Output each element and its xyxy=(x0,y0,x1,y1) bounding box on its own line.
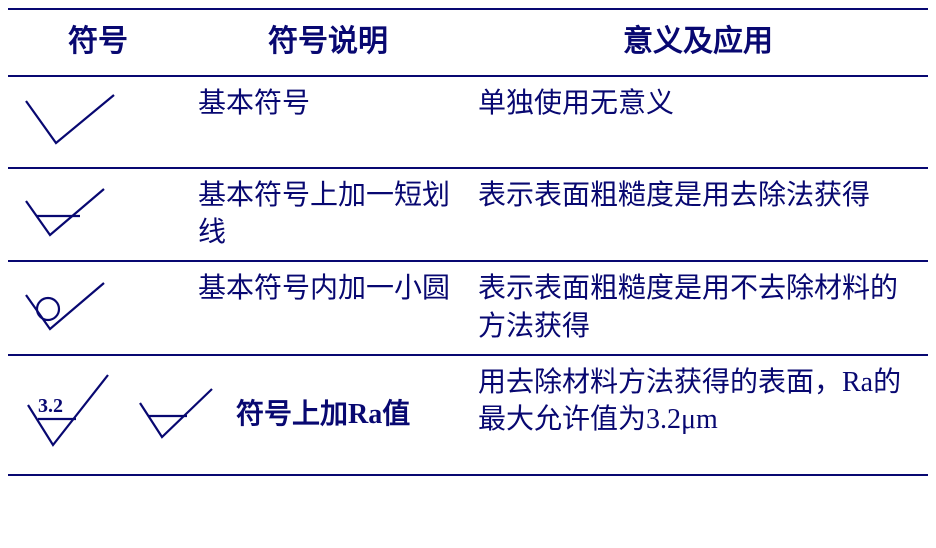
meaning-cell: 表示表面粗糙度是用不去除材料的方法获得 xyxy=(468,261,928,355)
ra-value-symbol-icon: 3.2 xyxy=(18,367,118,462)
ra-desc-label: 符号上加Ra值 xyxy=(236,396,410,434)
surface-roughness-symbol-table: 符号 符号说明 意义及应用 基本符号 单独使用无意义 基本符号上加一短划线 表示… xyxy=(8,8,928,476)
table-header-row: 符号 符号说明 意义及应用 xyxy=(8,9,928,76)
removal-symbol-icon xyxy=(18,179,128,249)
meaning-cell: 用去除材料方法获得的表面，Ra的最大允许值为3.2μm xyxy=(468,355,928,475)
ra-value-text: 3.2 xyxy=(38,395,63,417)
symbol-cell-basic xyxy=(8,76,188,168)
meaning-cell: 单独使用无意义 xyxy=(468,76,928,168)
basic-symbol-icon xyxy=(18,87,128,157)
header-meaning: 意义及应用 xyxy=(468,9,928,76)
symbol-cell-ra: 3.2 符号上加Ra值 xyxy=(8,355,468,475)
desc-cell: 基本符号内加一小圆 xyxy=(188,261,468,355)
header-symbol: 符号 xyxy=(8,9,188,76)
desc-cell: 基本符号 xyxy=(188,76,468,168)
desc-cell: 基本符号上加一短划线 xyxy=(188,168,468,262)
noremoval-symbol-icon xyxy=(18,273,128,343)
table-row: 基本符号内加一小圆 表示表面粗糙度是用不去除材料的方法获得 xyxy=(8,261,928,355)
table-row: 基本符号上加一短划线 表示表面粗糙度是用去除法获得 xyxy=(8,168,928,262)
symbol-cell-removal xyxy=(8,168,188,262)
meaning-cell: 表示表面粗糙度是用去除法获得 xyxy=(468,168,928,262)
symbol-cell-noremoval xyxy=(8,261,188,355)
header-desc: 符号说明 xyxy=(188,9,468,76)
table-row: 基本符号 单独使用无意义 xyxy=(8,76,928,168)
removal-symbol-icon-small xyxy=(132,375,222,455)
table-row: 3.2 符号上加Ra值 用去除材料方法获得的表面，Ra的最大允许值为3.2μm xyxy=(8,355,928,475)
